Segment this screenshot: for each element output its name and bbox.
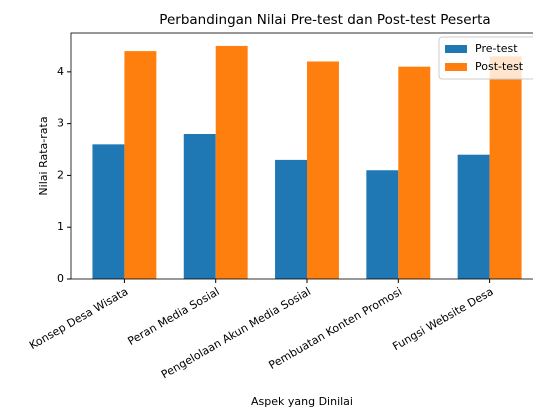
y-tick-label: 2 xyxy=(57,168,64,181)
y-tick-label: 4 xyxy=(57,65,64,78)
y-tick-label: 1 xyxy=(57,220,64,233)
y-tick-label: 3 xyxy=(57,117,64,130)
bar xyxy=(275,159,308,279)
bar xyxy=(92,144,125,279)
y-axis-label: Nilai Rata-rata xyxy=(37,116,50,195)
bar xyxy=(183,133,216,279)
bar xyxy=(366,170,399,279)
plot-frame xyxy=(70,32,533,280)
bar xyxy=(307,61,339,280)
legend-swatch xyxy=(445,63,467,71)
bar xyxy=(457,154,490,279)
bar xyxy=(124,51,157,280)
bar xyxy=(489,56,522,279)
chart-title: Perbandingan Nilai Pre-test dan Post-tes… xyxy=(159,12,490,28)
bar xyxy=(398,66,431,280)
legend-label: Pre-test xyxy=(475,42,518,55)
legend-label: Post-test xyxy=(475,60,524,73)
bar xyxy=(215,45,248,279)
y-tick-label: 0 xyxy=(57,272,64,285)
legend: Pre-test Post-test xyxy=(438,36,533,80)
legend-swatch xyxy=(445,45,467,53)
x-axis-label: Aspek yang Dinilai xyxy=(251,395,353,408)
